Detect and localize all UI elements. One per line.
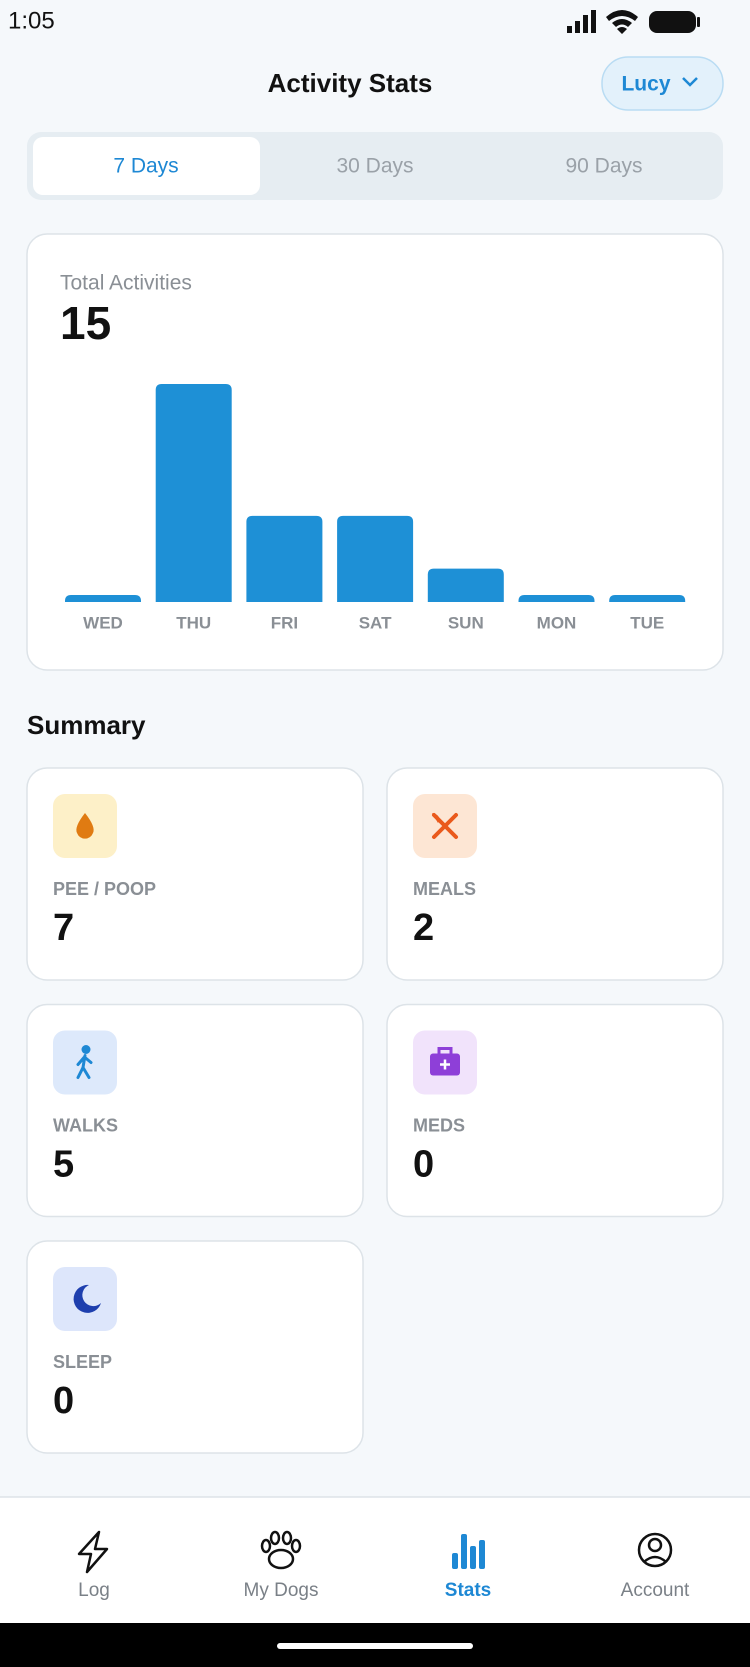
bar — [518, 595, 595, 602]
card-label: WALKS — [53, 1115, 118, 1135]
bar — [427, 568, 504, 602]
bar — [155, 384, 232, 602]
card-value: 0 — [53, 1380, 74, 1422]
card-value: 5 — [53, 1144, 74, 1186]
total-value: 15 — [60, 297, 111, 349]
bar — [246, 515, 323, 602]
icon — [76, 1045, 93, 1079]
dog-selector[interactable]: Lucy — [601, 56, 724, 111]
bar — [337, 515, 414, 602]
active-tab[interactable] — [33, 137, 260, 195]
dog-name[interactable]: Lucy — [621, 73, 670, 96]
status-icons — [567, 10, 700, 34]
chart-card — [26, 233, 724, 671]
x-tick-label: SUN — [448, 613, 484, 632]
card-label: MEALS — [413, 879, 476, 899]
nav-label[interactable]: Log — [78, 1580, 110, 1601]
page-title: Activity Stats — [268, 68, 433, 98]
nav-label[interactable]: Account — [621, 1580, 690, 1601]
chart-title: Total Activities — [60, 272, 192, 295]
summary-title: Summary — [27, 710, 146, 740]
nav-icons — [77, 1530, 673, 1574]
card-value: 0 — [413, 1144, 434, 1186]
x-tick-label: TUE — [630, 613, 664, 632]
x-tick-label: THU — [176, 613, 211, 632]
status-time: 1:05 — [8, 7, 55, 34]
nav-label[interactable]: Stats — [445, 1580, 491, 1601]
x-tick-label: SAT — [359, 613, 392, 632]
card-value: 7 — [53, 907, 74, 949]
icon — [76, 813, 94, 839]
card-label: SLEEP — [53, 1352, 112, 1372]
nav-label[interactable]: My Dogs — [244, 1580, 319, 1601]
icon — [432, 813, 458, 839]
x-tick-label: FRI — [271, 613, 298, 632]
bar — [65, 595, 141, 602]
x-tick-label: MON — [537, 613, 577, 632]
stats-icon — [452, 1534, 485, 1569]
card-label: MEDS — [413, 1115, 465, 1135]
tab-label[interactable]: 30 Days — [336, 155, 413, 178]
chevron — [682, 77, 698, 87]
home-indicator — [277, 1643, 473, 1649]
card-value: 2 — [413, 907, 434, 949]
x-tick-label: WED — [83, 613, 123, 632]
dog-pill[interactable] — [601, 56, 724, 111]
icon — [430, 1047, 460, 1076]
bottom-nav — [0, 1497, 750, 1623]
icon — [73, 1284, 101, 1313]
bar — [609, 595, 686, 602]
tab-label[interactable]: 7 Days — [113, 155, 178, 178]
icon-box — [53, 1267, 117, 1331]
tab-label[interactable]: 90 Days — [565, 155, 642, 178]
card-label: PEE / POOP — [53, 879, 156, 899]
